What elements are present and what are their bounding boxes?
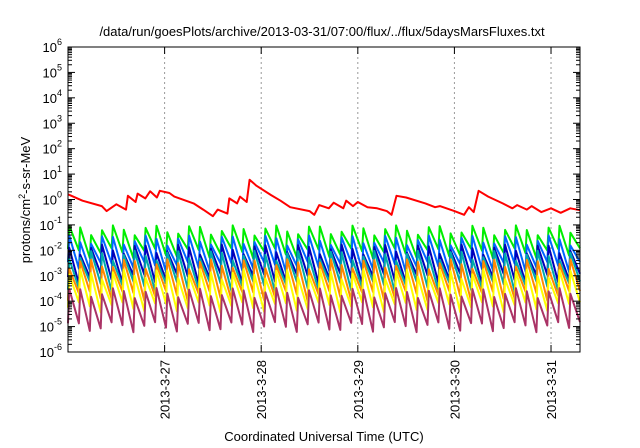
x-tick-label: 2013-3-28	[254, 360, 269, 419]
series-line-8	[67, 287, 581, 334]
chart-title: /data/run/goesPlots/archive/2013-03-31/0…	[99, 24, 545, 39]
y-axis-label: protons/cm2-s-sr-MeV	[17, 136, 33, 263]
y-axis-label-sup: 2	[17, 194, 27, 199]
series-layer	[67, 178, 581, 334]
y-axis-label-suffix: -s-sr-MeV	[18, 136, 33, 193]
x-tick-label: 2013-3-31	[544, 360, 559, 419]
x-tick-label: 2013-3-30	[447, 360, 462, 419]
y-tick-label: 103	[43, 113, 62, 131]
y-tick-label: 10-1	[40, 215, 62, 233]
y-tick-label: 100	[43, 190, 62, 208]
y-tick-label: 101	[43, 164, 62, 182]
y-tick-label: 105	[43, 62, 62, 80]
y-tick-label: 10-4	[40, 291, 62, 309]
y-tick-label: 104	[43, 88, 62, 106]
plot-frame	[67, 46, 581, 353]
x-axis: 2013-3-27 2013-3-28 2013-3-29 2013-3-30 2013…	[158, 47, 559, 419]
series-line-1	[67, 178, 581, 218]
y-tick-label: 10-5	[40, 317, 62, 335]
y-tick-label: 10-3	[40, 266, 62, 284]
x-tick-label: 2013-3-29	[351, 360, 366, 419]
y-tick-label: 106	[43, 37, 62, 55]
series-line-7	[67, 268, 581, 314]
x-axis-label: Coordinated Universal Time (UTC)	[224, 429, 423, 444]
y-tick-label: 10-6	[40, 342, 62, 360]
y-axis-label-prefix: protons/cm	[18, 199, 33, 263]
x-tick-label: 2013-3-27	[158, 360, 173, 419]
y-tick-label: 10-2	[40, 240, 62, 258]
grid	[164, 47, 552, 352]
y-tick-label: 102	[43, 139, 62, 157]
y-axis: 106 105 104 103 102 101 100 10-1 10-2 10-3 10-4 10-…	[40, 37, 580, 360]
